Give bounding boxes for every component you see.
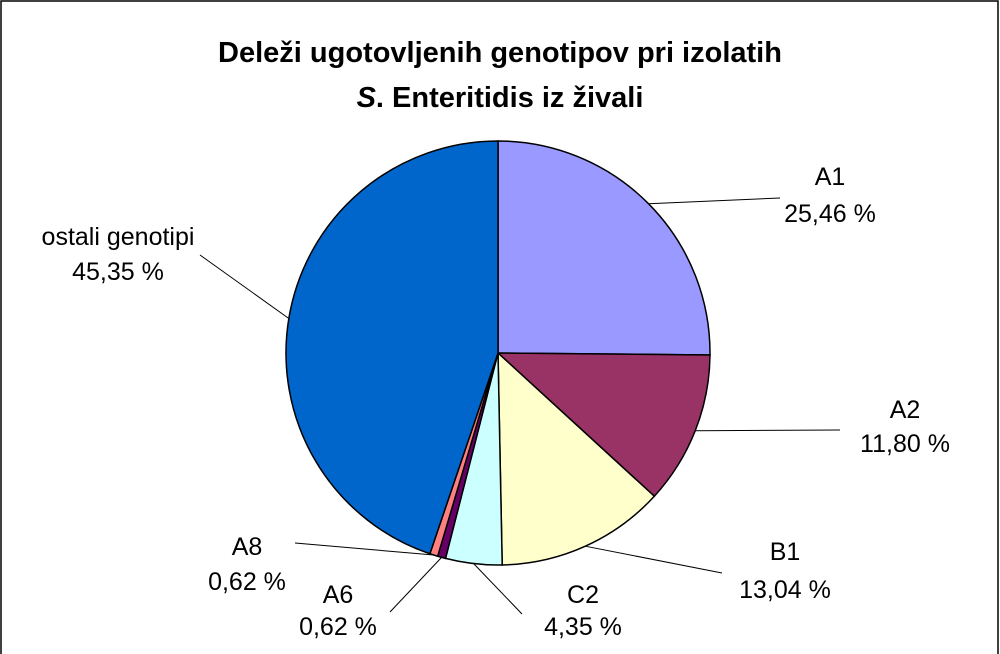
chart-title: Deleži ugotovljenih genotipov pri izolat… <box>218 37 782 69</box>
value-label: 4,35 % <box>544 613 622 641</box>
category-label: C2 <box>567 581 599 609</box>
leader-line <box>695 429 841 432</box>
value-label: 45,35 % <box>72 258 164 286</box>
category-label: A1 <box>815 163 846 191</box>
value-label: 13,04 % <box>739 576 831 604</box>
value-label: 0,62 % <box>299 613 377 641</box>
category-label: ostali genotipi <box>42 223 195 251</box>
category-label: A6 <box>323 581 354 609</box>
pie-slice <box>496 352 711 498</box>
leader-line <box>585 545 723 574</box>
chart-title: S. Enteritidis iz živali <box>357 82 644 114</box>
value-label: 25,46 % <box>784 200 876 228</box>
leader-line <box>389 557 442 613</box>
category-label: B1 <box>770 538 801 566</box>
value-label: 11,80 % <box>860 430 950 458</box>
pie-slice <box>497 351 656 566</box>
leader-line <box>473 563 523 615</box>
category-label: A2 <box>890 396 921 424</box>
category-label: A8 <box>232 533 263 561</box>
value-label: 0,62 % <box>208 568 286 596</box>
leader-line <box>199 254 290 319</box>
leader-line <box>294 542 434 556</box>
leader-line <box>648 197 781 205</box>
